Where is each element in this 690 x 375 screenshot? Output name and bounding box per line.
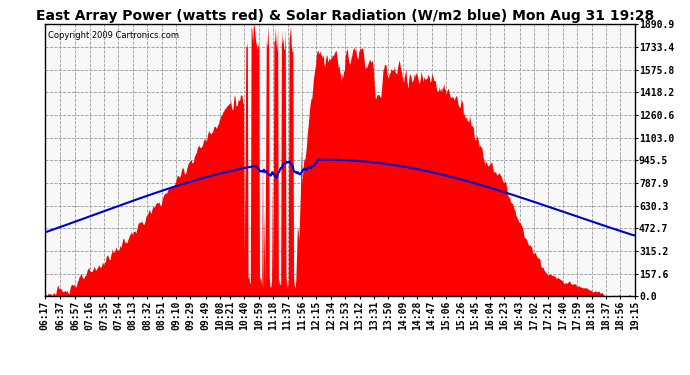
Text: Copyright 2009 Cartronics.com: Copyright 2009 Cartronics.com xyxy=(48,31,179,40)
Text: East Array Power (watts red) & Solar Radiation (W/m2 blue) Mon Aug 31 19:28: East Array Power (watts red) & Solar Rad… xyxy=(36,9,654,23)
